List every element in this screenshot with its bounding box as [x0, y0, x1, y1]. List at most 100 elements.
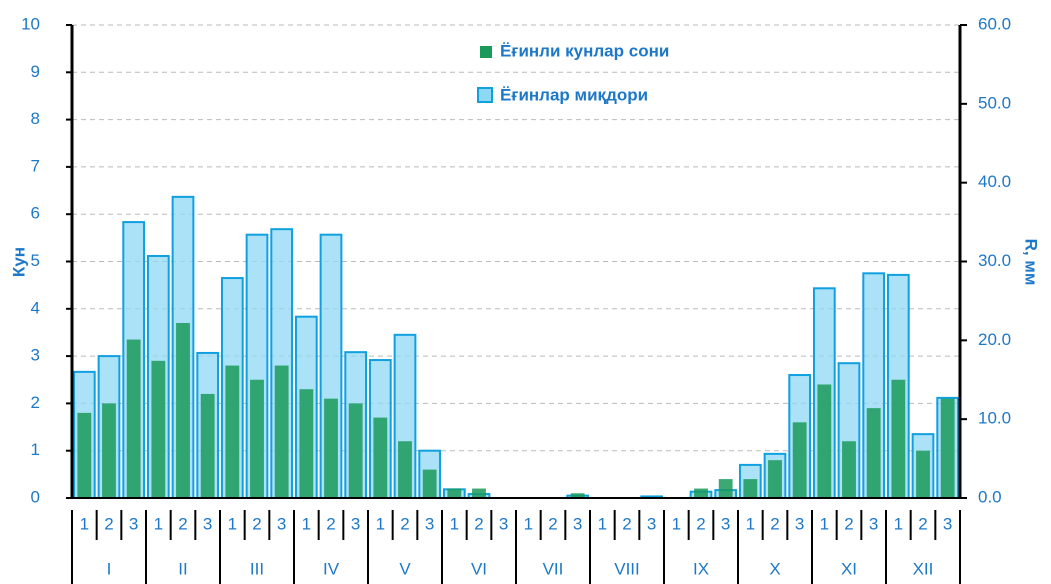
y-axis-label: Кун	[9, 247, 28, 277]
y-tick-label: 10	[21, 14, 40, 33]
y2-tick-label: 30.0	[978, 251, 1011, 270]
y-tick-label: 8	[31, 109, 40, 128]
days-bar	[126, 339, 141, 498]
days-bar	[792, 422, 807, 498]
days-bar	[940, 398, 955, 498]
group-label: VII	[543, 559, 564, 578]
days-bar	[176, 322, 190, 498]
x-tick-label: 2	[918, 514, 927, 533]
days-bar	[472, 488, 486, 498]
days-bar	[842, 441, 856, 498]
y-tick-label: 0	[31, 487, 40, 506]
days-bar	[891, 379, 906, 498]
days-bar	[817, 384, 832, 498]
x-tick-label: 1	[154, 514, 163, 533]
x-tick-label: 2	[104, 514, 113, 533]
y2-tick-label: 40.0	[978, 172, 1011, 191]
x-tick-label: 1	[450, 514, 459, 533]
group-label: VI	[471, 559, 487, 578]
legend-label: Ёғинли кунлар сони	[500, 41, 669, 60]
days-bar	[274, 365, 289, 498]
days-bar	[718, 479, 733, 498]
y-tick-label: 6	[31, 204, 40, 223]
x-tick-label: 3	[573, 514, 582, 533]
x-tick-label: 2	[844, 514, 853, 533]
x-tick-label: 2	[696, 514, 705, 533]
x-tick-label: 2	[326, 514, 335, 533]
days-bar	[373, 417, 388, 498]
group-label: XI	[841, 559, 857, 578]
legend-swatch	[480, 46, 492, 58]
days-bar	[743, 479, 758, 498]
x-tick-label: 3	[943, 514, 952, 533]
days-bar	[866, 408, 881, 498]
days-bar	[570, 493, 585, 498]
y-tick-label: 3	[31, 346, 40, 365]
days-bar	[250, 379, 264, 498]
group-label: X	[769, 559, 780, 578]
x-tick-label: 1	[820, 514, 829, 533]
group-label: II	[178, 559, 187, 578]
days-bar	[348, 403, 363, 498]
x-tick-label: 3	[795, 514, 804, 533]
x-tick-label: 2	[622, 514, 631, 533]
x-tick-label: 1	[80, 514, 89, 533]
x-tick-label: 3	[499, 514, 508, 533]
x-tick-label: 3	[277, 514, 286, 533]
group-label: VIII	[614, 559, 640, 578]
y2-tick-label: 60.0	[978, 14, 1011, 33]
x-tick-label: 2	[178, 514, 187, 533]
y-tick-label: 9	[31, 62, 40, 81]
x-tick-label: 2	[548, 514, 557, 533]
y2-tick-label: 0.0	[978, 487, 1002, 506]
legend-swatch	[477, 87, 493, 103]
x-tick-label: 3	[721, 514, 730, 533]
y2-tick-label: 50.0	[978, 93, 1011, 112]
x-tick-label: 1	[228, 514, 237, 533]
x-tick-label: 3	[203, 514, 212, 533]
group-label: V	[399, 559, 411, 578]
x-tick-label: 1	[598, 514, 607, 533]
x-tick-label: 1	[524, 514, 533, 533]
x-tick-label: 2	[474, 514, 483, 533]
days-bar	[77, 412, 92, 498]
y-tick-label: 2	[31, 393, 40, 412]
group-label: IX	[693, 559, 709, 578]
x-tick-label: 3	[647, 514, 656, 533]
x-tick-label: 1	[746, 514, 755, 533]
y-tick-label: 7	[31, 156, 40, 175]
x-tick-label: 3	[351, 514, 360, 533]
days-bar	[324, 398, 338, 498]
days-bar	[200, 393, 215, 498]
x-tick-label: 2	[400, 514, 409, 533]
y2-axis-label: R, мм	[1022, 239, 1041, 286]
y-tick-label: 1	[31, 440, 40, 459]
group-label: I	[107, 559, 112, 578]
x-tick-label: 3	[869, 514, 878, 533]
x-tick-label: 1	[302, 514, 311, 533]
y2-tick-label: 10.0	[978, 409, 1011, 428]
days-bar	[151, 360, 166, 498]
days-bar	[447, 488, 462, 498]
x-tick-label: 1	[376, 514, 385, 533]
days-bar	[225, 365, 240, 498]
days-bar	[694, 488, 708, 498]
x-tick-label: 1	[894, 514, 903, 533]
y-tick-label: 5	[31, 251, 40, 270]
y2-tick-label: 20.0	[978, 330, 1011, 349]
legend-label: Ёғинлар миқдори	[500, 85, 648, 104]
group-label: III	[250, 559, 264, 578]
y-tick-label: 4	[31, 298, 40, 317]
days-bar	[299, 389, 314, 498]
days-bar	[768, 460, 782, 498]
days-bar	[398, 441, 412, 498]
x-tick-label: 2	[252, 514, 261, 533]
days-bar	[422, 469, 437, 498]
x-tick-label: 3	[425, 514, 434, 533]
x-tick-label: 1	[672, 514, 681, 533]
x-tick-label: 3	[129, 514, 138, 533]
days-bar	[102, 403, 116, 498]
group-label: XII	[913, 559, 934, 578]
days-bar	[916, 450, 930, 498]
